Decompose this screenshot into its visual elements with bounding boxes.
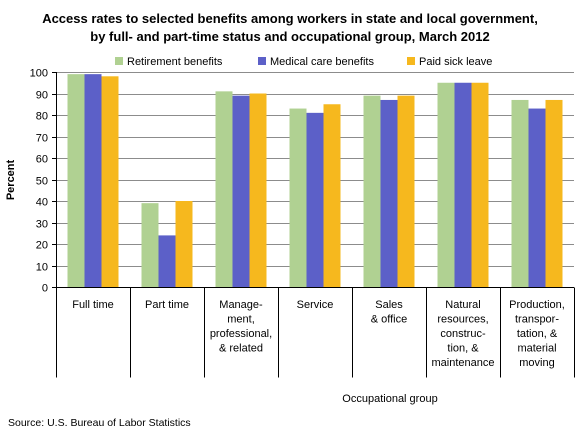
category-label-line: moving (519, 357, 554, 369)
bar-retirement-benefits-3 (289, 108, 307, 287)
bar-paid-sick-leave-0 (101, 76, 119, 287)
bar-paid-sick-leave-1 (175, 201, 193, 287)
y-axis-label: Percent (5, 159, 17, 200)
y-tick-label: 30 (36, 219, 48, 231)
bar-retirement-benefits-1 (141, 203, 159, 287)
category-label-line: tation, & (517, 328, 558, 340)
bar-paid-sick-leave-6 (545, 99, 563, 287)
y-tick-label: 90 (36, 90, 48, 102)
category-label-line: Production, (509, 299, 565, 311)
category-label-4: Sales & office (371, 299, 408, 326)
y-tick-label: 60 (36, 154, 48, 166)
category-label-3: Service (297, 299, 334, 311)
category-label-line: Part time (145, 299, 189, 311)
legend-label-2: Paid sick leave (419, 56, 492, 68)
category-label-0: Full time (72, 299, 114, 311)
category-label-line: resources, (437, 314, 488, 326)
bar-retirement-benefits-4 (363, 95, 381, 288)
bar-medical-care-benefits-2 (232, 95, 250, 288)
category-label-line: professional, (210, 328, 272, 340)
category-label-line: Manage- (219, 299, 263, 311)
bars (67, 74, 563, 288)
bar-medical-care-benefits-4 (380, 99, 398, 287)
bar-paid-sick-leave-4 (397, 95, 415, 288)
legend-swatch-0 (115, 57, 123, 65)
category-label-line: material (517, 343, 556, 355)
category-label-line: & office (371, 314, 408, 326)
bar-medical-care-benefits-0 (84, 74, 102, 288)
category-labels: Full time Part time Manage-ment, profession… (72, 299, 565, 369)
y-tick-label: 70 (36, 133, 48, 145)
y-tick-label: 50 (36, 176, 48, 188)
category-label-line: & related (219, 343, 263, 355)
legend-label-0: Retirement benefits (127, 56, 223, 68)
category-label-line: Sales (375, 299, 403, 311)
y-tick-label: 100 (30, 68, 48, 80)
legend-swatch-1 (258, 57, 266, 65)
bar-paid-sick-leave-3 (323, 104, 341, 287)
bar-medical-care-benefits-5 (454, 82, 472, 287)
bar-retirement-benefits-6 (511, 99, 529, 287)
category-label-5: Natural resources, construc-tion, & mainten… (432, 299, 495, 369)
bar-paid-sick-leave-2 (249, 93, 267, 287)
y-tick-label: 20 (36, 240, 48, 252)
axes (56, 72, 575, 378)
source-note: Source: U.S. Bureau of Labor Statistics (8, 417, 191, 429)
category-label-6: Production, transpor-tation, & material mov… (509, 299, 565, 369)
category-label-line: construc- (440, 328, 486, 340)
bar-medical-care-benefits-3 (306, 112, 324, 287)
bar-retirement-benefits-5 (437, 82, 455, 287)
category-label-1: Part time (145, 299, 189, 311)
category-label-line: tion, & (447, 343, 479, 355)
category-label-2: Manage-ment, professional, & related (210, 299, 272, 355)
category-label-line: Service (297, 299, 334, 311)
y-tick-label: 10 (36, 262, 48, 274)
category-label-line: Full time (72, 299, 114, 311)
y-tick-label: 80 (36, 111, 48, 123)
category-label-line: ment, (227, 314, 255, 326)
category-label-line: Natural (445, 299, 480, 311)
legend-label-1: Medical care benefits (270, 56, 374, 68)
chart-title: Access rates to selected benefits among … (42, 11, 538, 44)
bar-retirement-benefits-0 (67, 74, 85, 288)
legend-swatch-2 (407, 57, 415, 65)
occupational-group-label: Occupational group (342, 393, 437, 405)
category-label-line: maintenance (432, 357, 495, 369)
y-tick-labels: 0 10 20 30 40 50 60 70 80 90 100 (30, 68, 56, 295)
legend: Retirement benefits Medical care benefits… (115, 56, 492, 68)
chart-title-line-2: by full- and part-time status and occupa… (90, 29, 489, 44)
chart-title-line-1: Access rates to selected benefits among … (42, 11, 538, 26)
bar-medical-care-benefits-1 (158, 235, 176, 287)
bar-medical-care-benefits-6 (528, 108, 546, 287)
y-tick-label: 40 (36, 197, 48, 209)
y-tick-label: 0 (42, 283, 48, 295)
category-label-line: transpor- (515, 314, 559, 326)
bar-paid-sick-leave-5 (471, 82, 489, 287)
bar-retirement-benefits-2 (215, 91, 233, 287)
